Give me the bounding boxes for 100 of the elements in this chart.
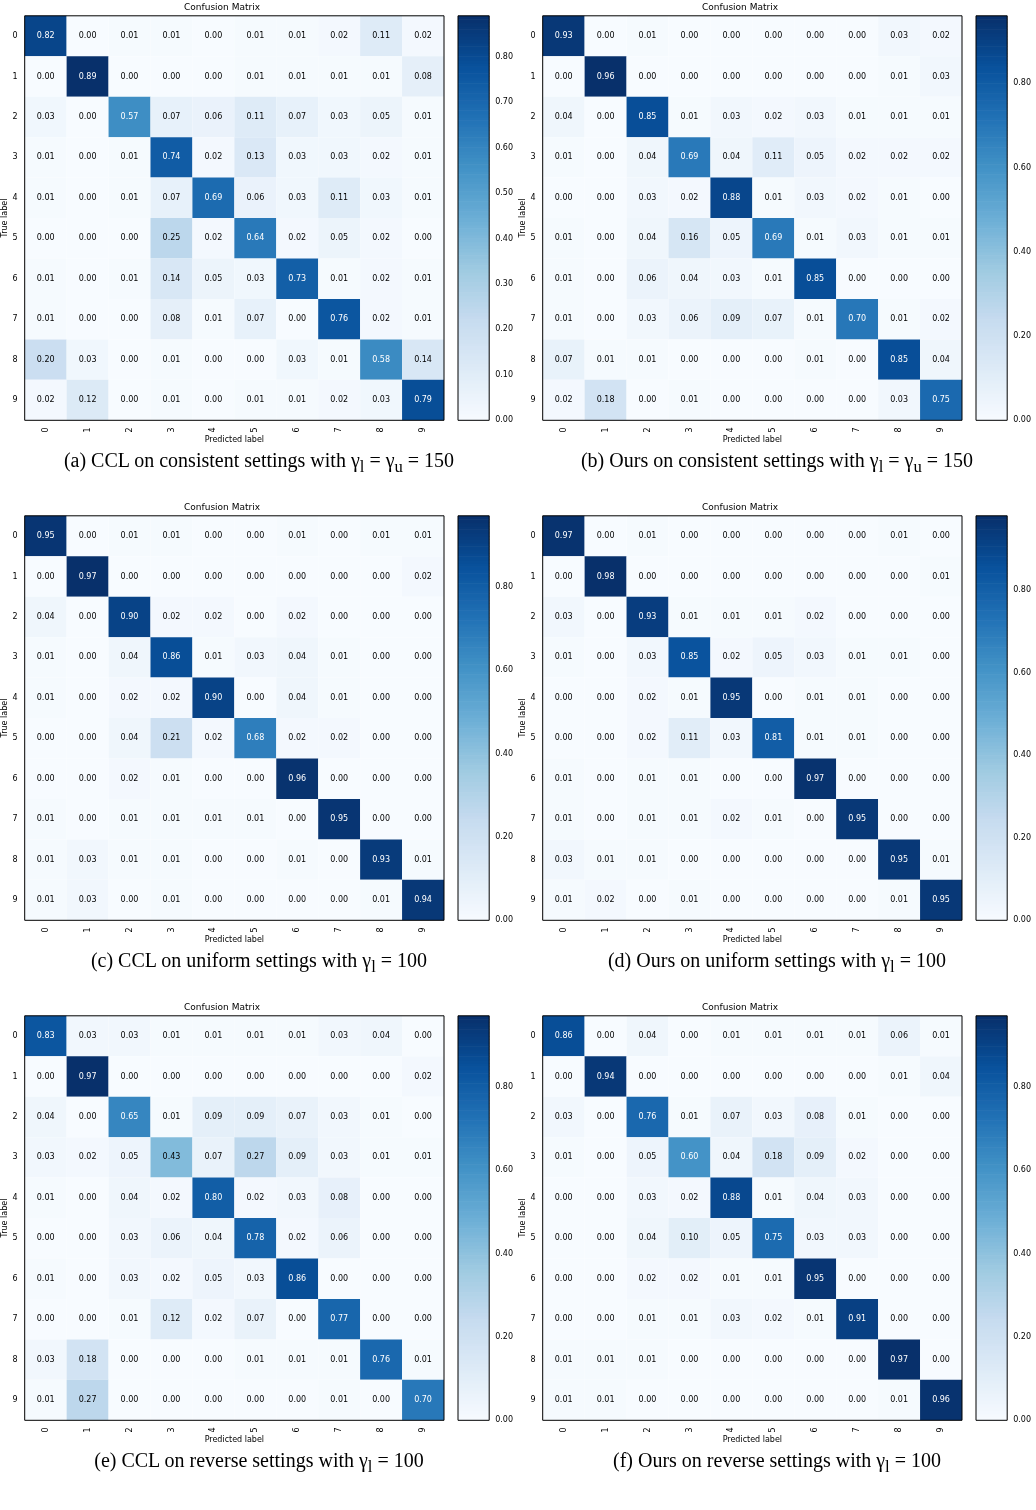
data-label: 0.01 (246, 1031, 265, 1041)
data-label: 0.00 (596, 1233, 615, 1243)
x-tick-label: 4 (726, 1427, 736, 1433)
data-label: 0.00 (372, 692, 391, 702)
data-label: 0.00 (806, 395, 825, 405)
data-label: 0.01 (414, 1152, 432, 1162)
data-label: 0.01 (806, 1314, 825, 1324)
data-label: 0.02 (330, 733, 349, 743)
y-tick-label: 3 (12, 1152, 18, 1162)
y-tick-label: 2 (12, 112, 18, 122)
y-tick-label: 8 (530, 1354, 536, 1364)
data-label: 0.01 (638, 31, 657, 41)
data-label: 0.00 (596, 1273, 615, 1283)
data-label: 0.77 (330, 1314, 349, 1324)
chart-title: Confusion Matrix (702, 1, 779, 12)
data-label: 0.05 (120, 1152, 139, 1162)
data-label: 0.00 (764, 531, 783, 541)
data-label: 0.00 (36, 773, 55, 783)
data-label: 0.00 (78, 31, 97, 41)
data-label: 0.00 (78, 1192, 97, 1202)
color-bar-label: 0.80 (495, 51, 513, 61)
data-label: 0.95 (890, 854, 909, 864)
data-label: 0.18 (596, 395, 615, 405)
x-tick-label: 6 (810, 427, 820, 433)
data-label: 0.00 (680, 31, 699, 41)
data-label: 0.00 (204, 354, 223, 364)
data-label: 0.95 (848, 814, 867, 824)
y-axis-title: True label (517, 698, 527, 739)
data-label: 0.00 (78, 531, 97, 541)
data-label: 0.00 (554, 1071, 573, 1081)
data-label: 0.00 (932, 1112, 950, 1122)
data-label: 0.02 (680, 192, 699, 202)
data-label: 0.00 (764, 31, 783, 41)
data-label: 0.03 (372, 395, 391, 405)
data-label: 0.06 (638, 273, 657, 283)
data-label: 0.01 (680, 612, 699, 622)
data-label: 0.00 (680, 571, 699, 581)
data-label: 0.01 (890, 314, 909, 324)
data-label: 0.01 (36, 1273, 55, 1283)
data-label: 0.01 (596, 354, 615, 364)
data-label: 0.00 (890, 1273, 909, 1283)
y-tick-label: 8 (12, 1354, 18, 1364)
data-label: 0.00 (848, 612, 867, 622)
y-tick-label: 1 (530, 571, 536, 581)
data-label: 0.01 (806, 354, 825, 364)
data-label: 0.01 (36, 314, 55, 324)
data-label: 0.00 (680, 531, 699, 541)
data-label: 0.01 (848, 733, 867, 743)
data-label: 0.00 (596, 814, 615, 824)
data-label: 0.01 (890, 895, 909, 905)
data-label: 0.03 (638, 192, 657, 202)
y-tick-label: 4 (12, 192, 18, 202)
chart-title: Confusion Matrix (184, 1001, 261, 1012)
data-label: 0.00 (120, 1071, 139, 1081)
data-label: 0.01 (932, 571, 950, 581)
y-tick-label: 6 (530, 773, 536, 783)
data-label: 0.00 (890, 814, 909, 824)
data-label: 0.01 (638, 773, 657, 783)
data-label: 0.79 (414, 395, 432, 405)
data-label: 0.05 (330, 233, 349, 243)
data-label: 0.69 (204, 192, 223, 202)
data-label: 0.04 (288, 652, 307, 662)
y-tick-label: 4 (12, 1192, 18, 1202)
data-label: 0.01 (288, 1354, 307, 1364)
data-label: 0.01 (554, 814, 573, 824)
data-label: 0.00 (890, 773, 909, 783)
data-label: 0.00 (596, 612, 615, 622)
data-label: 0.04 (638, 1031, 657, 1041)
data-label: 0.07 (288, 112, 307, 122)
data-label: 0.01 (764, 192, 783, 202)
data-label: 0.03 (246, 1273, 265, 1283)
data-label: 0.01 (36, 854, 55, 864)
x-tick-label: 1 (600, 427, 610, 433)
data-label: 0.00 (120, 354, 139, 364)
y-tick-label: 3 (530, 1152, 536, 1162)
y-tick-label: 1 (530, 71, 536, 81)
data-label: 0.85 (680, 652, 699, 662)
x-tick-label: 9 (936, 927, 946, 933)
x-axis-title: Predicted label (722, 1435, 783, 1445)
data-label: 0.01 (120, 273, 139, 283)
color-bar-label: 0.70 (495, 97, 513, 107)
data-label: 0.01 (288, 1031, 307, 1041)
data-label: 0.89 (78, 71, 97, 81)
data-label: 0.01 (162, 854, 181, 864)
data-label: 0.03 (722, 273, 741, 283)
data-label: 0.02 (204, 152, 223, 162)
data-label: 0.04 (372, 1031, 391, 1041)
y-tick-label: 6 (12, 1273, 18, 1283)
data-label: 0.01 (638, 1314, 657, 1324)
x-tick-label: 1 (600, 927, 610, 933)
data-label: 0.01 (638, 354, 657, 364)
data-label: 0.02 (932, 152, 950, 162)
data-label: 0.43 (162, 1152, 181, 1162)
x-tick-label: 9 (936, 1427, 946, 1433)
data-label: 0.00 (932, 1354, 950, 1364)
x-tick-label: 7 (852, 927, 862, 933)
data-label: 0.03 (932, 71, 950, 81)
data-label: 0.02 (638, 733, 657, 743)
x-tick-label: 8 (894, 427, 904, 433)
data-label: 0.01 (288, 71, 307, 81)
